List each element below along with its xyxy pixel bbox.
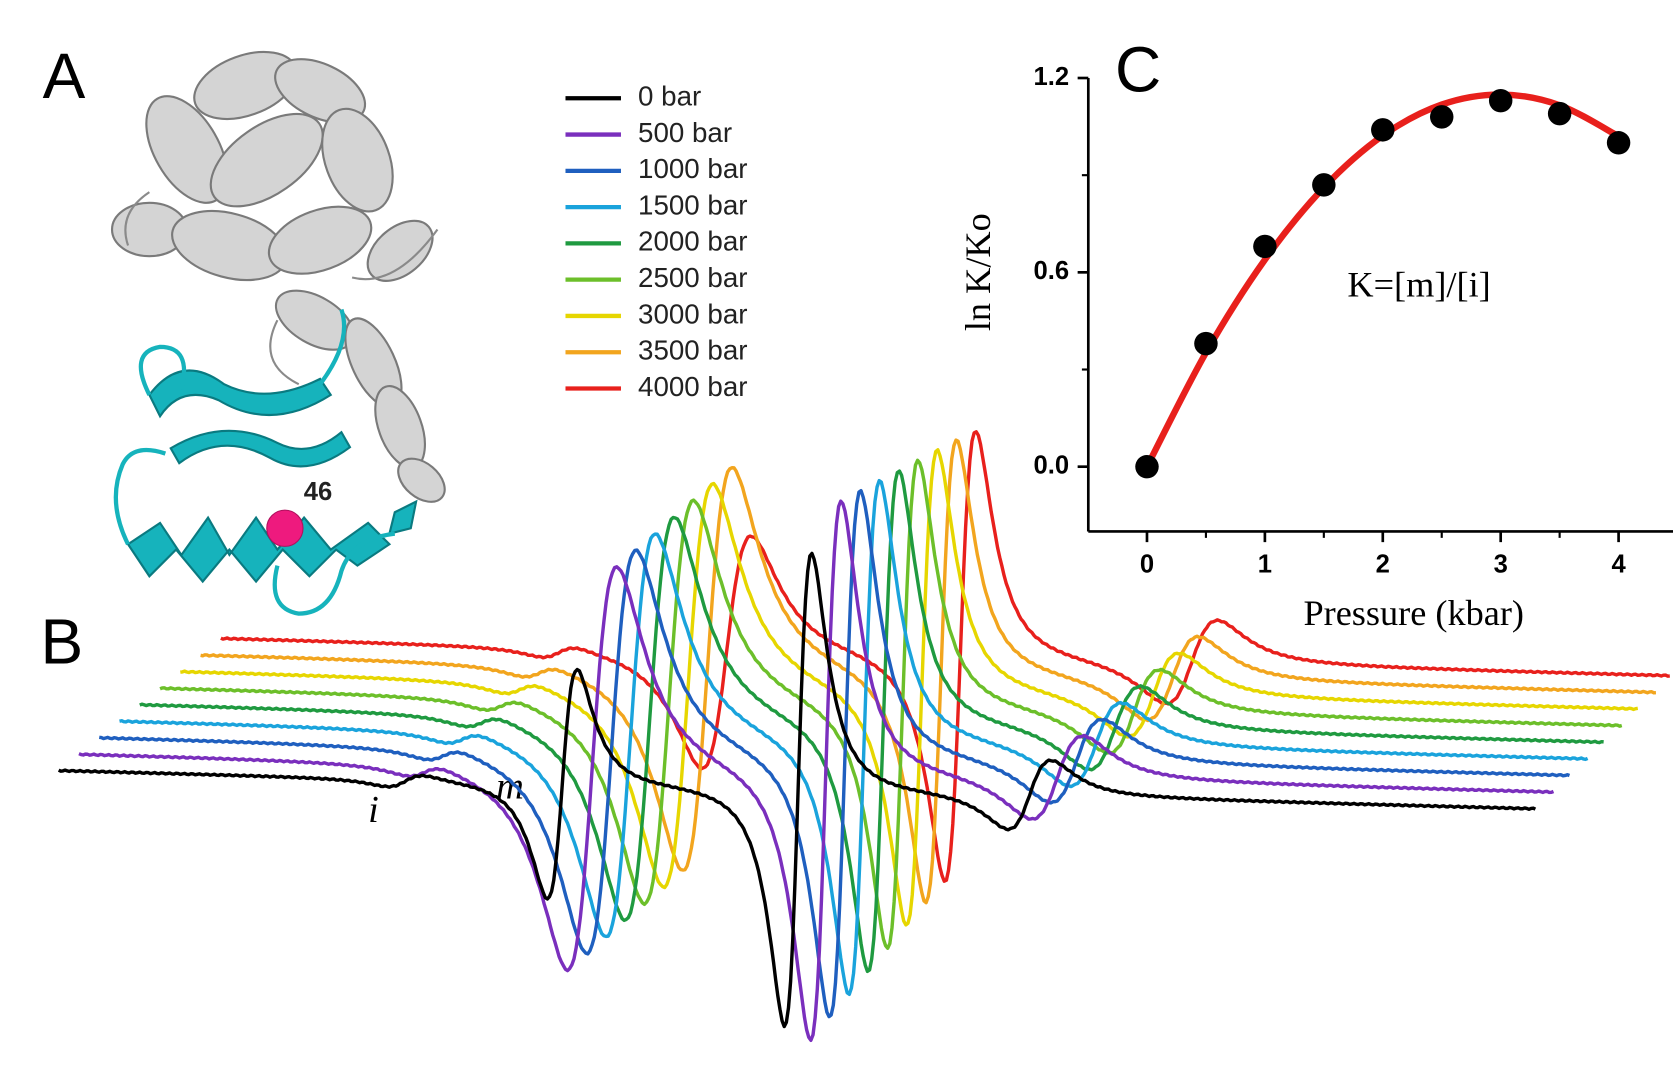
spectrum	[180, 448, 1639, 927]
x-axis-title: Pressure (kbar)	[1303, 593, 1524, 633]
x-tick-label: 3	[1494, 550, 1508, 578]
data-point	[1194, 331, 1218, 356]
x-tick-label: 2	[1376, 550, 1390, 578]
data-point	[1488, 88, 1513, 113]
x-tick-label: 4	[1611, 550, 1626, 578]
legend-label: 500 bar	[638, 117, 732, 148]
legend-label: 3500 bar	[638, 335, 748, 366]
spectrum	[139, 469, 1604, 974]
annotation: K=[m]/[i]	[1347, 265, 1490, 305]
legend-label: 4000 bar	[638, 371, 748, 402]
data-point	[1429, 105, 1454, 129]
data-point	[1606, 131, 1631, 155]
spectrum	[57, 551, 1537, 1029]
protein-structure	[110, 50, 446, 616]
y-tick-label: 0.6	[1034, 257, 1070, 285]
panel-label: C	[1115, 34, 1161, 106]
data-point	[1371, 118, 1395, 142]
legend-label: 2000 bar	[638, 226, 748, 257]
spectrum	[220, 430, 1670, 883]
panel-label: A	[43, 40, 86, 112]
data-point	[1135, 454, 1159, 479]
y-tick-label: 1.2	[1034, 63, 1070, 91]
legend-label: 1000 bar	[638, 153, 748, 184]
panel-label: B	[41, 606, 84, 678]
x-tick-label: 1	[1258, 550, 1272, 578]
spectrum	[159, 458, 1623, 950]
data-point	[1253, 234, 1277, 259]
residue-label: 46	[304, 478, 332, 506]
spectrum	[78, 499, 1555, 1043]
y-tick-label: 0.0	[1034, 451, 1070, 479]
spectrum	[119, 478, 1589, 997]
legend-label: 2500 bar	[638, 262, 748, 293]
spectrum	[98, 488, 1571, 1019]
legend-label: 3000 bar	[638, 298, 748, 329]
annotation: i	[368, 789, 379, 831]
spectrum	[200, 438, 1657, 905]
legend-label: 1500 bar	[638, 189, 748, 220]
data-point	[1547, 101, 1572, 126]
data-point	[1312, 173, 1336, 197]
x-tick-label: 0	[1140, 550, 1154, 578]
legend-label: 0 bar	[638, 81, 701, 112]
y-axis-title: ln K/Ko	[958, 213, 998, 331]
spectra	[57, 430, 1670, 1043]
